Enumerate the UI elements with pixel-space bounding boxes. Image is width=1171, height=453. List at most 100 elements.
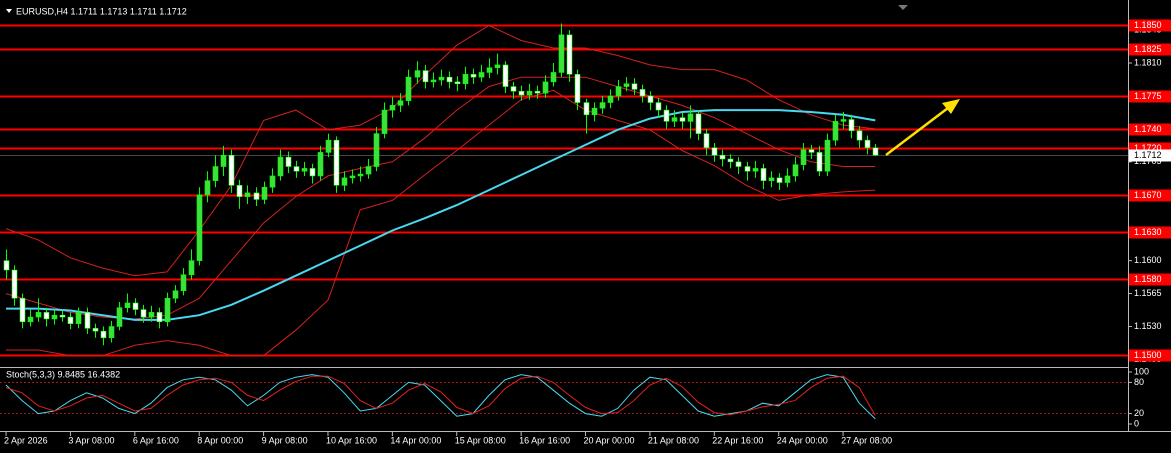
candle-body [373, 133, 380, 167]
candle-body [695, 113, 702, 134]
candle-body [558, 34, 565, 73]
candle-body [365, 166, 372, 175]
candle-body [317, 152, 324, 177]
level-label: 1.1850 [1134, 20, 1162, 30]
candle-body [269, 175, 276, 188]
candle-body [518, 90, 525, 96]
y-tick-label: 80 [1134, 377, 1144, 387]
menu-triangle [6, 9, 12, 13]
candle-body [711, 147, 718, 156]
candle-body [19, 297, 26, 323]
candle-body [325, 139, 332, 153]
candle-body [244, 192, 251, 197]
candle-body [816, 152, 823, 172]
y-tick-label: 20 [1134, 408, 1144, 418]
forecast-arrow [885, 99, 960, 156]
x-tick-label: 9 Apr 08:00 [262, 435, 308, 445]
candle-body [872, 147, 879, 156]
candle-body [776, 177, 783, 183]
level-label-bg [1129, 19, 1171, 32]
x-tick-label: 21 Apr 08:00 [648, 435, 699, 445]
candle-body [188, 260, 195, 276]
indicator-title: Stoch(5,3,3) 9.8485 16.4382 [6, 369, 120, 379]
candle-body [486, 67, 493, 73]
candle-body [180, 274, 187, 292]
candle-body [196, 194, 203, 261]
y-tick-label: 100 [1134, 366, 1149, 376]
candle-body [389, 105, 396, 111]
candle-body [583, 102, 590, 116]
y-tick-label: 1.1810 [1134, 57, 1162, 67]
candle-body [285, 156, 292, 167]
candle-body [212, 166, 219, 181]
candle-body [703, 133, 710, 149]
candle-body [228, 154, 235, 186]
shift-marker [898, 5, 908, 10]
candle-body [760, 168, 767, 181]
level-label-bg [1129, 90, 1171, 103]
level-label: 1.1500 [1134, 350, 1162, 360]
candle-body [35, 312, 42, 318]
candle-body [832, 121, 839, 141]
candle-body [92, 328, 99, 332]
candle-body [349, 175, 356, 179]
y-tick-label: 1.1530 [1134, 321, 1162, 331]
candle-body [124, 302, 131, 308]
candle-body [502, 64, 509, 87]
candle-body [727, 158, 734, 163]
arrow-head [942, 99, 960, 114]
candle-body [438, 76, 445, 81]
candle-body [333, 139, 340, 186]
moving-average [6, 109, 876, 321]
candle-body [623, 83, 630, 87]
bollinger-band [6, 89, 876, 357]
level-label: 1.1775 [1134, 91, 1162, 101]
level-label-bg [1129, 189, 1171, 202]
candle-body [204, 180, 211, 196]
candle-body [615, 86, 622, 97]
candle-body [3, 260, 10, 271]
candle-body [687, 113, 694, 122]
candle-body [848, 119, 855, 132]
candle-body [478, 72, 485, 78]
candle-body [574, 74, 581, 103]
candle-body [663, 109, 670, 122]
candle-body [639, 89, 646, 97]
candle-body [405, 76, 412, 101]
candle-body [591, 107, 598, 116]
x-tick-label: 2 Apr 2026 [4, 435, 48, 445]
last-price-label: 1.1712 [1134, 150, 1162, 160]
chart-title: EURUSD,H4 1.1711 1.1713 1.1711 1.1712 [16, 6, 187, 16]
candle-body [422, 70, 429, 83]
candle-body [566, 34, 573, 75]
candle-body [446, 76, 453, 83]
arrow-line [885, 107, 949, 156]
candle-body [75, 312, 82, 324]
candle-body [309, 168, 316, 177]
candle-body [301, 168, 308, 172]
level-label: 1.1630 [1134, 227, 1162, 237]
candle-body [59, 314, 66, 318]
x-tick-label: 6 Apr 16:00 [133, 435, 179, 445]
last-price-bg [1129, 149, 1171, 162]
level-label: 1.1825 [1134, 44, 1162, 54]
candle-body [397, 100, 404, 106]
candle-body [11, 269, 18, 299]
x-tick-label: 16 Apr 16:00 [519, 435, 570, 445]
candle-body [752, 168, 759, 172]
candle-body [67, 316, 74, 324]
candle-body [140, 309, 147, 318]
candle-body [510, 86, 517, 92]
candle-body [631, 83, 638, 90]
level-label-bg [1129, 226, 1171, 239]
candle-body [840, 119, 847, 122]
candle-body [470, 74, 477, 78]
candle-body [494, 64, 501, 69]
candle-body [148, 312, 155, 318]
x-tick-label: 24 Apr 00:00 [777, 435, 828, 445]
y-tick-label: 1.1600 [1134, 255, 1162, 265]
level-label-bg [1129, 43, 1171, 56]
level-label-bg [1129, 123, 1171, 136]
candle-body [341, 177, 348, 186]
